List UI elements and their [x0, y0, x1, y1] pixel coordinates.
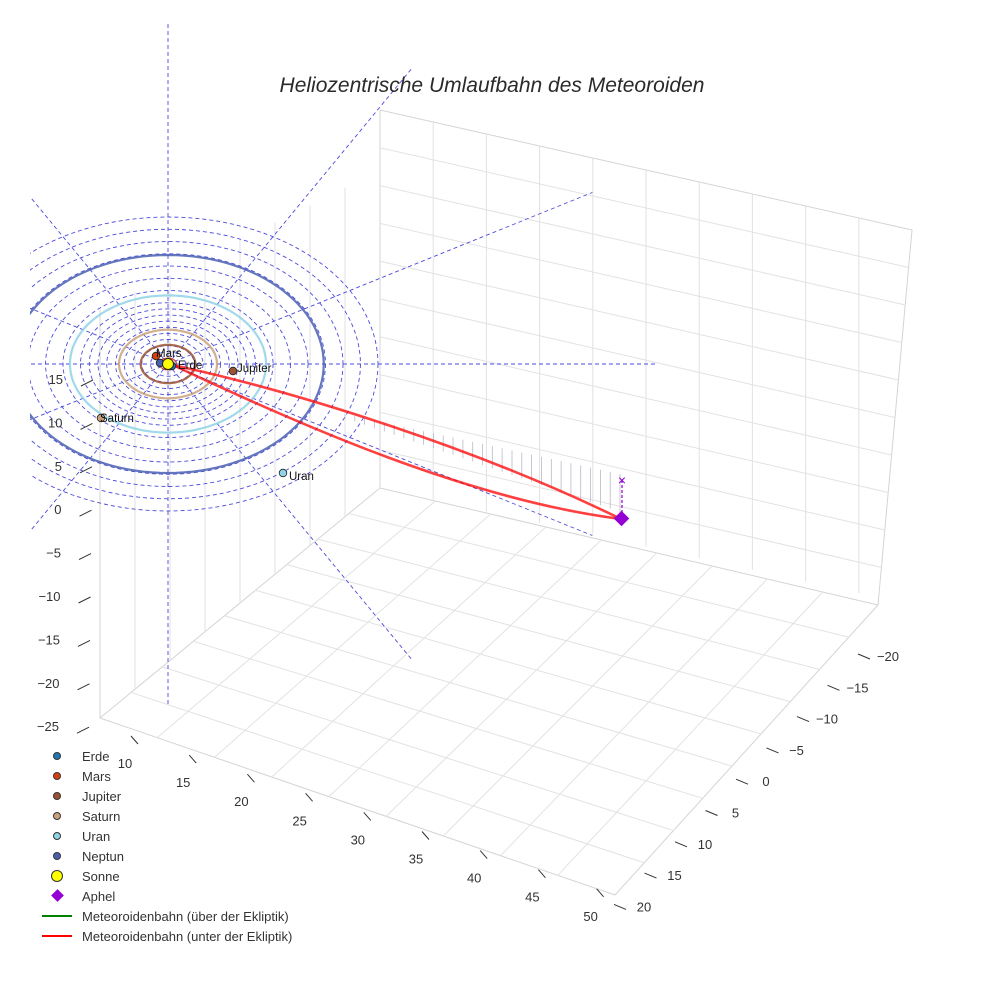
planet-marker-saturn	[96, 413, 106, 423]
y-axis-ticks: −20 −15 −10 −5 0 5 10 15 20	[613, 649, 899, 914]
y-tick-label: −5	[789, 743, 804, 758]
ecliptic-grid	[30, 21, 658, 707]
planet-label-uran: Uran	[289, 471, 314, 483]
legend-swatch	[40, 846, 74, 866]
x-tick-label: 30	[351, 832, 365, 847]
legend-item[interactable]: Jupiter	[40, 786, 292, 806]
legend-label: Mars	[82, 768, 111, 784]
aphel-projection-marker: ×	[618, 472, 626, 488]
legend-label: Meteoroidenbahn (unter der Ekliptik)	[82, 928, 293, 944]
orbit-neptun	[30, 253, 325, 475]
meteoroid-orbit-segment-lower	[174, 364, 622, 521]
legend-label: Erde	[82, 748, 110, 764]
z-tick-label: −25	[37, 719, 59, 734]
planet-marker-mars	[151, 351, 161, 361]
z-tick-label: −10	[38, 589, 60, 604]
legend-item[interactable]: Erde	[40, 746, 292, 766]
legend-item[interactable]: Meteoroidenbahn (unter der Ekliptik)	[40, 926, 292, 946]
x-tick-label: 25	[292, 813, 306, 828]
legend-swatch	[40, 866, 74, 886]
x-tick-label: 15	[176, 775, 190, 790]
z-tick-label: 0	[54, 502, 61, 517]
z-axis-ticks: 15 10 5 0 −5 −10 −15 −20 −25	[37, 372, 94, 734]
z-tick-label: 10	[48, 415, 62, 430]
orbit-drop-lines	[344, 414, 621, 512]
box-grid	[99, 109, 913, 896]
aphel-group: ×	[613, 472, 630, 527]
legend-swatch	[40, 766, 74, 786]
z-tick-label: −5	[46, 546, 61, 561]
legend-item[interactable]: Uran	[40, 826, 292, 846]
planet-marker-jupiter	[228, 366, 238, 376]
y-tick-label: 5	[732, 806, 739, 821]
meteoroid-orbit-segment-upper	[167, 362, 622, 521]
legend-item[interactable]: Meteoroidenbahn (über der Ekliptik)	[40, 906, 292, 926]
x-tick-label: 40	[467, 871, 481, 886]
legend-label: Neptun	[82, 848, 124, 864]
x-tick-label: 45	[525, 890, 539, 905]
planet-marker-uran	[278, 468, 288, 478]
box-inner-grid	[130, 122, 909, 876]
planet-label-mars: Mars	[156, 348, 182, 360]
legend-swatch	[40, 786, 74, 806]
legend-swatch	[40, 926, 74, 946]
meteoroid-orbit	[167, 362, 622, 521]
planet-label-jupiter: Jupiter	[237, 363, 272, 375]
x-tick-label: 20	[234, 794, 248, 809]
legend: Erde Mars Jupiter Saturn Uran Neptun Sonne Aphe…	[40, 746, 292, 946]
legend-label: Aphel	[82, 888, 116, 904]
legend-label: Uran	[82, 828, 111, 844]
x-tick-label: 10	[118, 756, 132, 771]
aphel-marker	[613, 510, 630, 527]
y-tick-label: −15	[846, 680, 868, 695]
y-tick-label: −20	[877, 649, 899, 664]
z-tick-label: −15	[38, 632, 60, 647]
sun-marker	[162, 358, 174, 370]
legend-item[interactable]: Mars	[40, 766, 292, 786]
z-tick-label: −20	[37, 676, 59, 691]
legend-item[interactable]: Sonne	[40, 866, 292, 886]
legend-item[interactable]: Saturn	[40, 806, 292, 826]
orbit-jupiter	[139, 343, 197, 385]
z-tick-label: 5	[55, 459, 62, 474]
z-tick-label: 15	[49, 372, 63, 387]
legend-item[interactable]: Aphel	[40, 886, 292, 906]
y-tick-label: 10	[698, 837, 712, 852]
y-tick-label: −10	[816, 712, 838, 727]
legend-item[interactable]: Neptun	[40, 846, 292, 866]
chart-title: Heliozentrische Umlaufbahn des Meteoroid…	[279, 74, 705, 97]
y-tick-label: 15	[667, 868, 681, 883]
legend-swatch	[40, 806, 74, 826]
legend-swatch	[40, 886, 74, 906]
legend-label: Sonne	[82, 868, 120, 884]
x-tick-label: 35	[409, 852, 423, 867]
x-tick-label: 50	[583, 909, 597, 924]
y-tick-label: 20	[637, 899, 651, 914]
legend-label: Saturn	[82, 808, 121, 824]
legend-swatch	[40, 746, 74, 766]
legend-label: Jupiter	[82, 788, 122, 804]
x-axis-ticks: 10 15 20 25 30 35 40 45 50	[118, 735, 604, 924]
planet-label-saturn: Saturn	[100, 413, 134, 425]
legend-label: Meteoroidenbahn (über der Ekliptik)	[82, 908, 289, 924]
legend-swatch	[40, 906, 74, 926]
orbit-saturn	[117, 328, 219, 400]
y-tick-label: 0	[762, 774, 769, 789]
orbit-uran	[68, 294, 268, 434]
planet-label-erde: Erde	[178, 360, 202, 372]
legend-swatch	[40, 826, 74, 846]
